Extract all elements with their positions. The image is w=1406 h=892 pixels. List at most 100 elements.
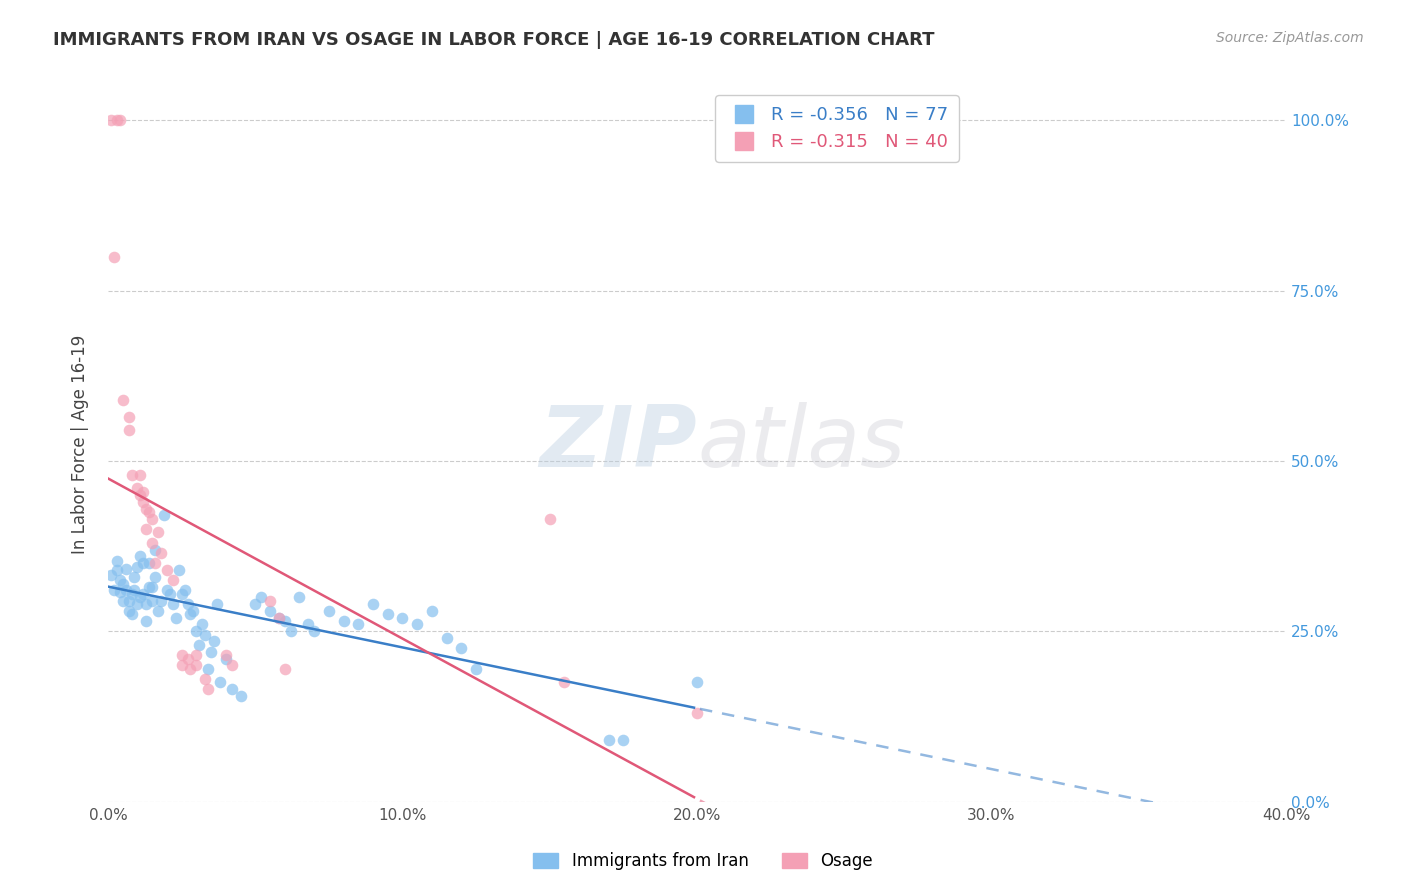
Point	[103, 250, 125, 264]
Point	[124, 570, 146, 584]
Point	[200, 645, 222, 659]
Point	[129, 488, 152, 502]
Y-axis label: In Labor Force | Age 16-19: In Labor Force | Age 16-19	[72, 334, 89, 554]
Point	[406, 617, 429, 632]
Point	[465, 662, 488, 676]
Point	[111, 576, 134, 591]
Point	[391, 610, 413, 624]
Point	[176, 651, 198, 665]
Point	[156, 563, 179, 577]
Point	[117, 423, 139, 437]
Point	[153, 508, 176, 523]
Point	[143, 542, 166, 557]
Point	[108, 584, 131, 599]
Point	[197, 662, 219, 676]
Point	[111, 593, 134, 607]
Point	[150, 546, 173, 560]
Point	[297, 617, 319, 632]
Point	[117, 593, 139, 607]
Point	[598, 733, 620, 747]
Point	[100, 567, 122, 582]
Point	[100, 113, 122, 128]
Point	[259, 593, 281, 607]
Text: ZIP: ZIP	[540, 402, 697, 485]
Point	[538, 512, 561, 526]
Point	[183, 604, 205, 618]
Point	[302, 624, 325, 639]
Point	[143, 556, 166, 570]
Point	[245, 597, 267, 611]
Point	[108, 113, 131, 128]
Point	[117, 409, 139, 424]
Point	[111, 392, 134, 407]
Point	[186, 658, 208, 673]
Point	[250, 591, 273, 605]
Point	[138, 580, 160, 594]
Point	[135, 522, 157, 536]
Point	[132, 556, 155, 570]
Point	[146, 525, 169, 540]
Point	[612, 733, 634, 747]
Point	[450, 641, 472, 656]
Point	[132, 484, 155, 499]
Point	[129, 591, 152, 605]
Point	[132, 587, 155, 601]
Legend: Immigrants from Iran, Osage: Immigrants from Iran, Osage	[527, 846, 879, 877]
Point	[280, 624, 302, 639]
Point	[127, 481, 149, 495]
Point	[208, 675, 231, 690]
Point	[194, 628, 217, 642]
Point	[103, 583, 125, 598]
Point	[105, 554, 128, 568]
Point	[121, 467, 143, 482]
Point	[127, 559, 149, 574]
Point	[138, 505, 160, 519]
Point	[165, 610, 187, 624]
Point	[215, 651, 238, 665]
Point	[124, 583, 146, 598]
Point	[179, 662, 201, 676]
Point	[170, 587, 193, 601]
Point	[132, 495, 155, 509]
Point	[114, 583, 136, 598]
Point	[173, 583, 195, 598]
Point	[135, 597, 157, 611]
Point	[686, 706, 709, 720]
Point	[288, 591, 311, 605]
Point	[141, 580, 163, 594]
Point	[141, 512, 163, 526]
Point	[138, 556, 160, 570]
Point	[186, 624, 208, 639]
Point	[436, 631, 458, 645]
Point	[127, 597, 149, 611]
Point	[150, 593, 173, 607]
Point	[129, 467, 152, 482]
Point	[108, 573, 131, 587]
Point	[420, 604, 443, 618]
Point	[143, 570, 166, 584]
Text: IMMIGRANTS FROM IRAN VS OSAGE IN LABOR FORCE | AGE 16-19 CORRELATION CHART: IMMIGRANTS FROM IRAN VS OSAGE IN LABOR F…	[53, 31, 935, 49]
Point	[146, 604, 169, 618]
Point	[167, 563, 190, 577]
Point	[273, 614, 295, 628]
Point	[347, 617, 370, 632]
Point	[686, 675, 709, 690]
Point	[221, 682, 243, 697]
Point	[179, 607, 201, 622]
Point	[141, 535, 163, 549]
Point	[191, 617, 214, 632]
Point	[121, 587, 143, 601]
Point	[186, 648, 208, 662]
Point	[361, 597, 384, 611]
Point	[135, 614, 157, 628]
Point	[135, 501, 157, 516]
Legend: R = -0.356   N = 77, R = -0.315   N = 40: R = -0.356 N = 77, R = -0.315 N = 40	[714, 95, 959, 162]
Point	[141, 593, 163, 607]
Point	[188, 638, 211, 652]
Point	[318, 604, 340, 618]
Point	[205, 597, 228, 611]
Text: Source: ZipAtlas.com: Source: ZipAtlas.com	[1216, 31, 1364, 45]
Point	[129, 549, 152, 564]
Point	[273, 662, 295, 676]
Point	[259, 604, 281, 618]
